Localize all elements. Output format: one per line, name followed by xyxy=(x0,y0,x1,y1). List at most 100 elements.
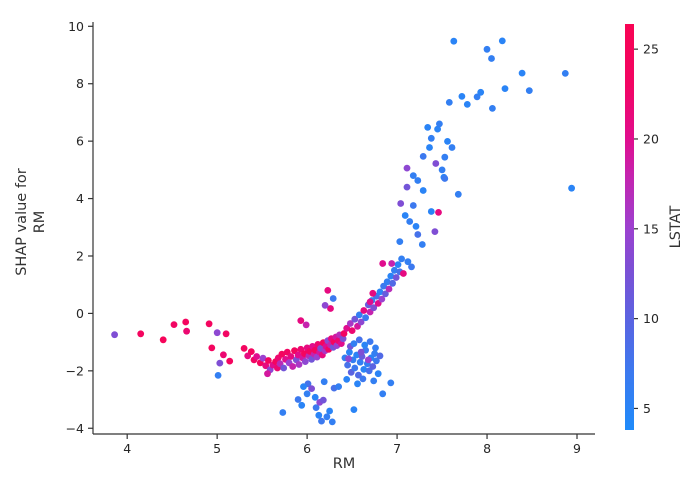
data-point xyxy=(264,370,271,378)
data-point xyxy=(326,407,333,415)
data-point xyxy=(427,208,435,215)
data-point xyxy=(394,261,402,268)
y-axis-label-line1: SHAP value for xyxy=(13,168,30,276)
data-point xyxy=(226,357,234,365)
data-point xyxy=(355,371,362,379)
data-point xyxy=(403,164,411,172)
data-point xyxy=(436,120,443,128)
data-point xyxy=(376,288,384,296)
data-point xyxy=(300,383,307,390)
data-point xyxy=(400,270,407,277)
data-point xyxy=(289,363,297,370)
data-point xyxy=(348,327,356,334)
data-point xyxy=(426,144,433,151)
data-point xyxy=(444,138,451,145)
y-tick-label: 10 xyxy=(68,19,84,34)
data-point xyxy=(315,411,323,419)
data-point xyxy=(356,358,364,366)
colorbar-tick-label: 20 xyxy=(643,131,659,146)
data-point xyxy=(208,344,216,352)
data-point xyxy=(320,378,328,386)
data-point xyxy=(183,327,191,335)
x-tick-label: 8 xyxy=(483,441,491,456)
data-point xyxy=(280,364,288,372)
data-point xyxy=(220,351,227,359)
y-tick-label: 0 xyxy=(76,306,84,321)
data-point xyxy=(369,289,377,297)
colorbar-tick-label: 5 xyxy=(643,401,651,416)
x-tick-label: 5 xyxy=(213,441,221,456)
data-point xyxy=(295,361,303,368)
data-point xyxy=(518,69,526,77)
data-point xyxy=(303,390,311,398)
data-point xyxy=(355,311,363,319)
data-point xyxy=(205,320,213,328)
data-point xyxy=(301,358,309,365)
data-point xyxy=(216,359,224,367)
y-tick-label: −4 xyxy=(66,421,84,436)
data-point xyxy=(361,341,369,349)
data-point xyxy=(327,305,334,312)
data-point xyxy=(382,290,389,298)
data-point xyxy=(473,93,481,101)
data-point xyxy=(398,255,405,263)
data-point xyxy=(354,380,361,388)
data-point xyxy=(294,396,302,403)
data-point xyxy=(357,318,365,326)
data-point xyxy=(414,231,422,238)
data-point xyxy=(525,87,533,94)
data-point xyxy=(344,361,351,369)
data-point xyxy=(458,93,466,100)
x-tick-label: 6 xyxy=(303,441,311,456)
data-point xyxy=(247,348,255,355)
data-point xyxy=(297,317,305,324)
data-point xyxy=(434,125,441,133)
data-point xyxy=(408,263,415,271)
x-axis-label: RM xyxy=(332,456,356,472)
data-point xyxy=(170,321,178,328)
data-point xyxy=(259,354,267,362)
y-tick-label: 4 xyxy=(76,191,84,206)
data-point xyxy=(435,209,442,216)
data-point xyxy=(262,362,270,370)
data-point xyxy=(388,260,396,267)
data-point xyxy=(419,187,427,194)
data-point xyxy=(321,302,329,309)
data-point xyxy=(346,320,354,327)
x-tick-label: 4 xyxy=(123,441,131,456)
data-point xyxy=(371,350,378,357)
data-point xyxy=(343,376,351,383)
data-point xyxy=(561,70,569,77)
data-point xyxy=(287,353,295,360)
data-point xyxy=(335,383,342,390)
data-point xyxy=(401,212,409,219)
data-point xyxy=(373,357,380,365)
colorbar-tick-label: 10 xyxy=(643,311,659,326)
colorbar-tick-label: 15 xyxy=(643,221,659,236)
data-point xyxy=(111,331,118,339)
data-point xyxy=(414,177,422,184)
data-point xyxy=(137,330,145,338)
data-point xyxy=(489,105,496,112)
y-tick-label: −2 xyxy=(66,363,84,378)
data-point xyxy=(278,350,286,358)
data-point xyxy=(370,304,378,312)
data-point xyxy=(441,175,449,182)
data-point xyxy=(182,318,190,326)
data-point xyxy=(378,295,386,303)
data-point xyxy=(448,144,456,151)
data-point xyxy=(339,335,347,343)
data-point xyxy=(403,183,411,191)
data-point xyxy=(372,344,379,352)
data-point xyxy=(385,285,393,293)
data-point xyxy=(340,330,348,337)
data-point xyxy=(355,336,363,344)
data-point xyxy=(350,340,358,347)
data-point xyxy=(343,324,351,332)
data-point xyxy=(308,356,315,363)
data-point xyxy=(412,223,420,230)
data-point xyxy=(370,377,378,385)
data-point xyxy=(350,406,358,413)
